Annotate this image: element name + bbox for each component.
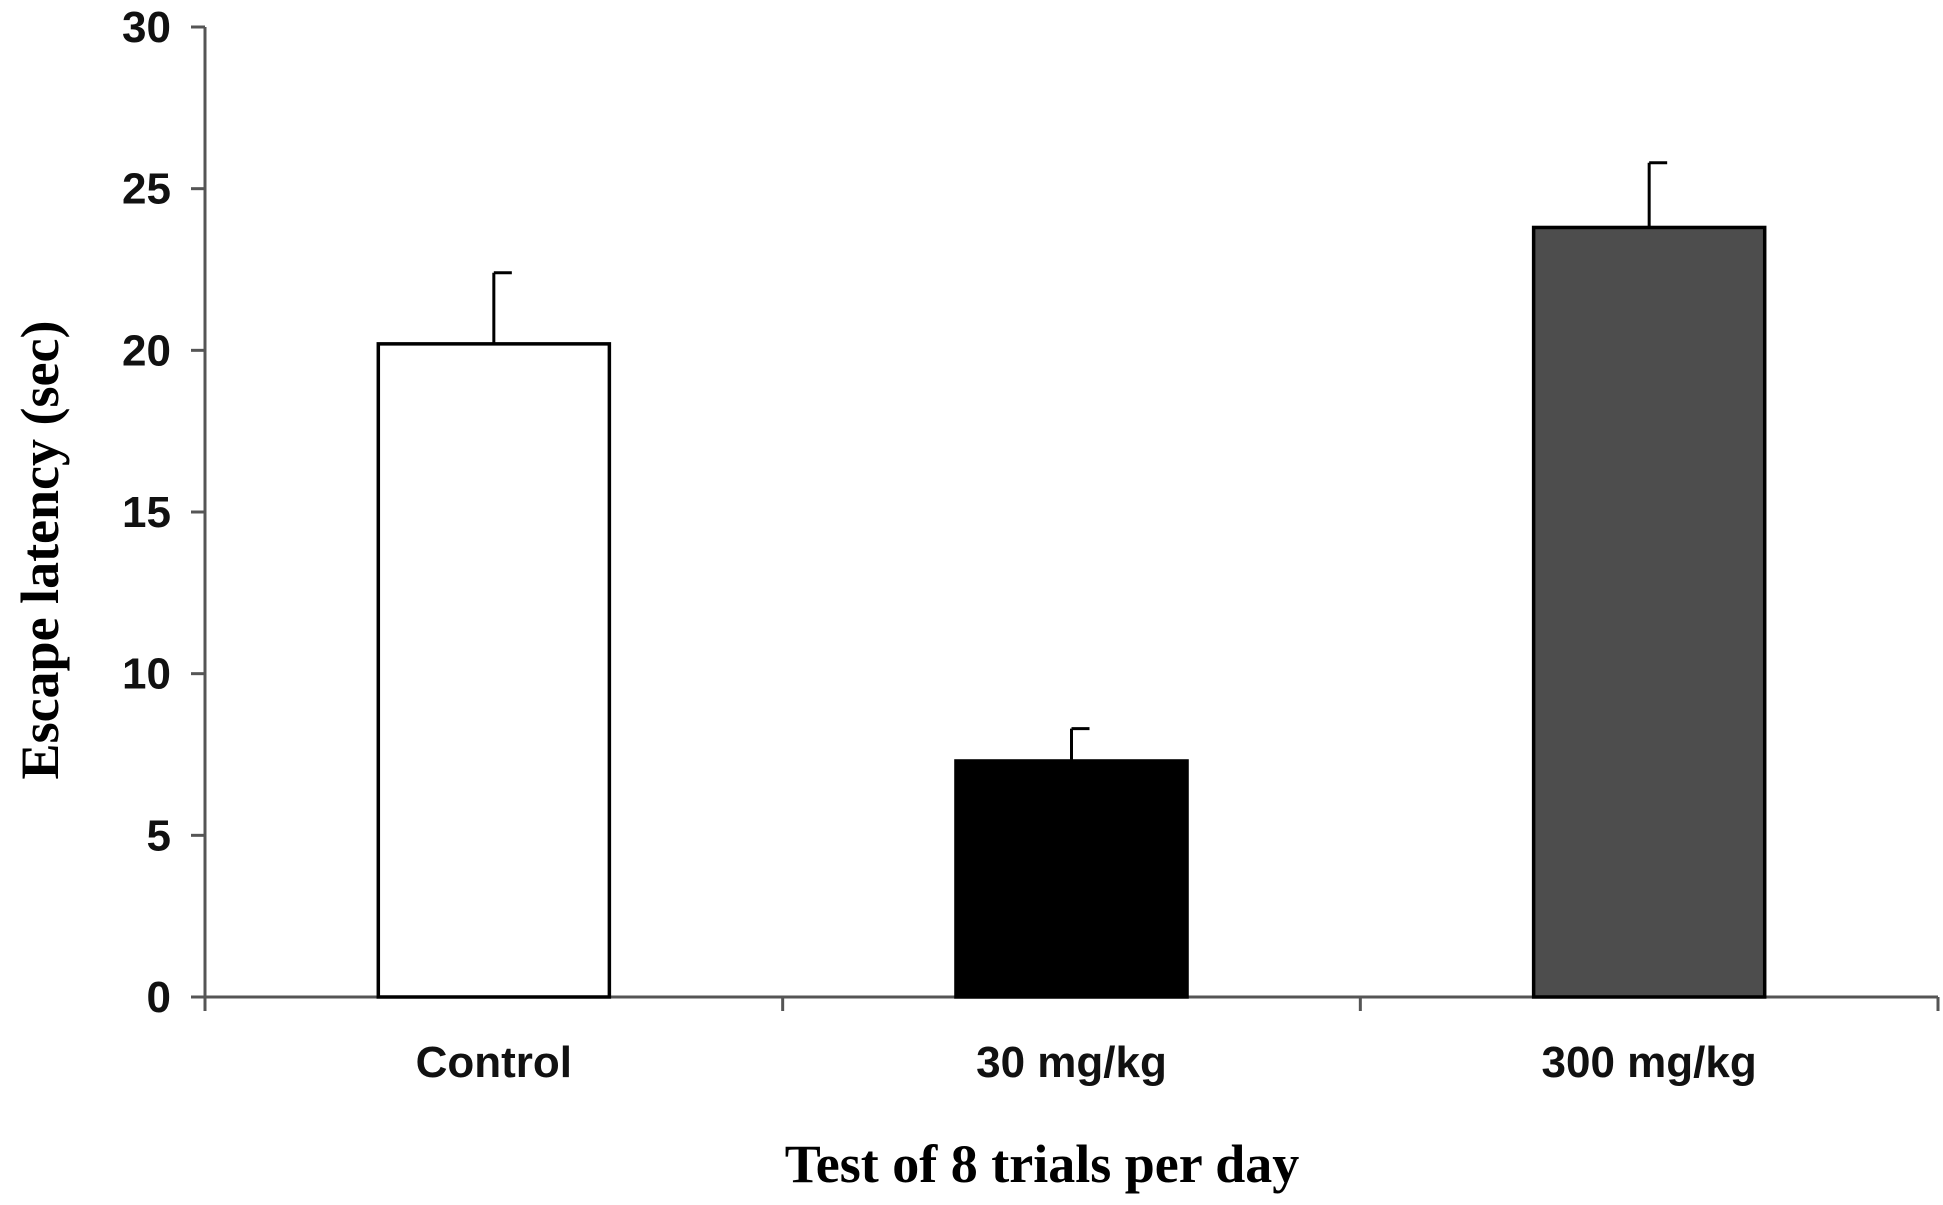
bar [954,759,1189,999]
y-tick-label: 30 [122,3,171,52]
y-tick-label: 5 [147,811,171,860]
y-axis: 0 5 10 15 20 25 30 [122,3,207,1022]
y-tick-label: 25 [122,165,171,214]
y-tick-label: 10 [122,650,171,699]
y-axis-title: Escape latency (sec) [10,321,70,780]
bar [376,342,612,999]
x-category-label: 300 mg/kg [1542,1038,1757,1087]
y-tick-label: 0 [147,973,171,1022]
x-category-label: 30 mg/kg [976,1038,1167,1087]
x-axis: Control 30 mg/kg 300 mg/kg [203,995,1940,1087]
bar [1531,225,1767,999]
bars [376,225,1767,999]
y-tick-label: 15 [122,488,171,537]
x-category-label: Control [416,1038,572,1087]
error-bars [492,161,1668,761]
x-axis-title: Test of 8 trials per day [785,1134,1300,1194]
y-tick-label: 20 [122,326,171,375]
